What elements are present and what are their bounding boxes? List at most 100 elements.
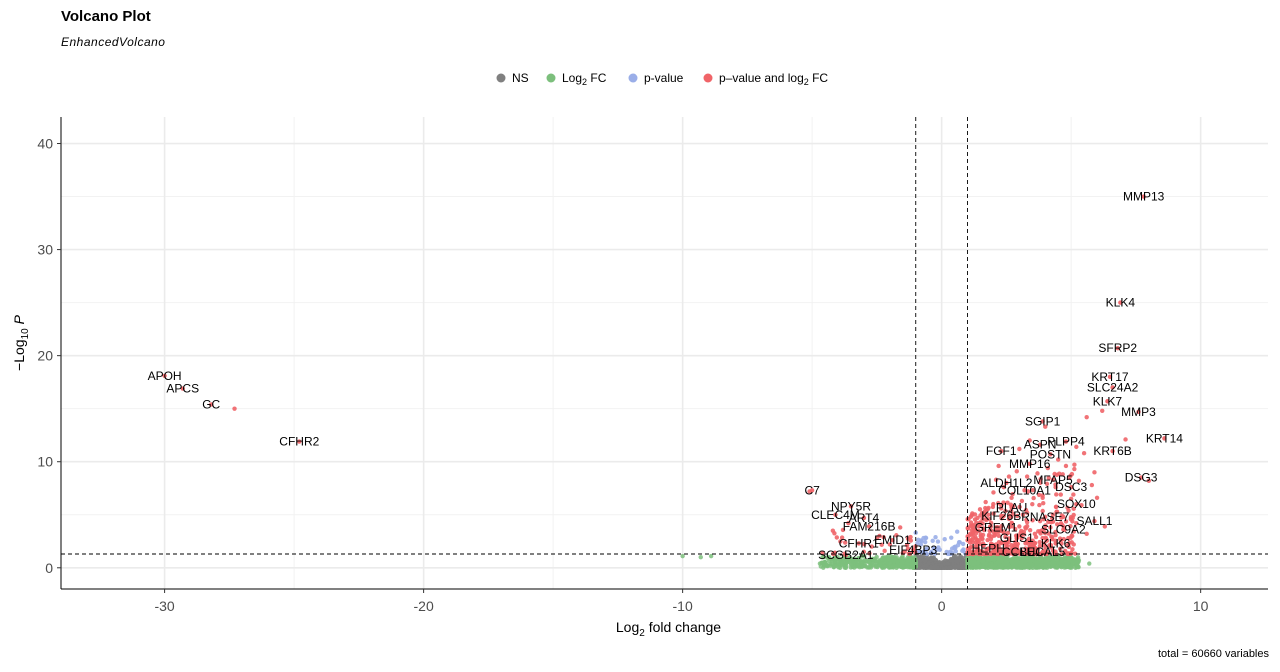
labeled-point <box>1050 477 1056 482</box>
gene-label: MMP3 <box>1121 405 1156 419</box>
point-fcp <box>1031 495 1036 501</box>
grid <box>61 117 1268 589</box>
point-p <box>949 535 954 540</box>
point-fcp <box>1019 498 1025 504</box>
point-fcp <box>967 546 972 551</box>
point-ns <box>947 565 953 570</box>
point-fcp <box>862 541 867 547</box>
point-fc <box>820 555 825 560</box>
gene-label: EIF4BP3 <box>889 543 937 557</box>
point-fcp <box>988 520 994 526</box>
point-fcp <box>978 521 983 526</box>
point-fcp <box>1048 542 1054 548</box>
point-fcp <box>990 504 996 510</box>
point-fcp <box>1030 488 1036 493</box>
point-fcp <box>1050 548 1056 554</box>
labeled-point <box>1009 505 1014 510</box>
point-fcp <box>996 540 1002 545</box>
point-fcp <box>1057 546 1063 552</box>
point-ns <box>935 565 940 570</box>
point-fc <box>965 562 971 568</box>
point-fcp <box>1063 463 1069 469</box>
point-fcp <box>1017 524 1022 529</box>
labeled-point <box>1068 484 1074 490</box>
point-fcp <box>1066 535 1071 541</box>
labeled-point <box>1063 439 1069 444</box>
point-fcp <box>1027 528 1033 533</box>
point-fcp <box>1100 408 1105 414</box>
labeled-point <box>1053 541 1058 546</box>
point-fcp <box>1068 496 1074 502</box>
point-fcp <box>1025 489 1031 494</box>
labeled-point <box>910 547 916 552</box>
point-fcp <box>1010 512 1016 517</box>
point-fc <box>1014 563 1019 568</box>
gene-label: PLAU <box>996 500 1027 514</box>
point-fcp <box>988 536 994 542</box>
point-fcp <box>1030 518 1035 523</box>
gene-label: SOX10 <box>1057 497 1096 511</box>
point-fcp <box>1081 451 1087 456</box>
point-fc <box>843 565 849 570</box>
gene-label: APOH <box>148 369 182 383</box>
x-tick-label: -10 <box>673 598 693 614</box>
gene-label: RNASE7 <box>1021 510 1069 524</box>
point-ns <box>939 563 944 568</box>
point-fcp <box>987 528 992 534</box>
point-fc <box>839 562 845 568</box>
y-tick-label: 20 <box>37 348 53 364</box>
point-fcp <box>1040 495 1045 500</box>
point-fcp <box>1014 469 1019 474</box>
point-fc <box>1071 557 1076 562</box>
point-fcp <box>974 520 979 525</box>
point-fcp <box>1074 521 1079 526</box>
point-p <box>923 539 928 545</box>
point-fc <box>905 554 911 560</box>
y-axis-title: −Log10 P <box>11 314 31 371</box>
labeled-point <box>1105 399 1110 404</box>
point-fcp <box>905 546 911 551</box>
point-fcp <box>988 524 994 529</box>
point-p <box>954 529 960 534</box>
point-fcp <box>986 512 991 517</box>
point-fcp <box>1084 414 1089 420</box>
point-fcp <box>838 539 843 544</box>
x-tick-label: -30 <box>154 598 174 614</box>
gene-label: SFRP2 <box>1098 341 1137 355</box>
labeled-point <box>856 541 861 546</box>
point-fcp <box>877 533 882 539</box>
gene-label: MMP13 <box>1123 190 1165 204</box>
point-fcp <box>1009 508 1014 514</box>
point-fc <box>1054 558 1060 563</box>
gene-label: GLIS1 <box>1000 531 1034 545</box>
point-fc <box>680 553 685 559</box>
point-fcp <box>1040 508 1045 514</box>
gene-label: GC <box>202 397 220 411</box>
gene-label: SLC24A2 <box>1087 380 1139 394</box>
point-fcp <box>894 533 899 538</box>
point-fcp <box>861 549 867 555</box>
point-fc <box>698 554 703 560</box>
point-p <box>915 540 920 546</box>
point-fcp <box>980 532 986 538</box>
point-ns <box>942 558 948 563</box>
point-fcp <box>1001 484 1007 490</box>
point-ns <box>960 565 965 570</box>
point-fc <box>888 553 894 559</box>
point-fcp <box>1053 532 1058 538</box>
gene-label: CFHR2 <box>279 435 319 449</box>
point-fcp <box>988 543 994 548</box>
point-fcp <box>1043 523 1048 528</box>
labeled-point <box>1040 549 1045 555</box>
point-fcp <box>1017 446 1022 452</box>
point-fcp <box>987 551 992 556</box>
point-fcp <box>996 533 1001 539</box>
point-fc <box>1062 556 1068 561</box>
point-fc <box>888 564 893 570</box>
point-p <box>916 537 921 542</box>
point-fc <box>1043 563 1048 568</box>
point-fcp <box>1037 539 1042 545</box>
legend-label: p-value <box>644 71 684 85</box>
point-fc <box>832 563 838 568</box>
point-fcp <box>981 512 987 518</box>
